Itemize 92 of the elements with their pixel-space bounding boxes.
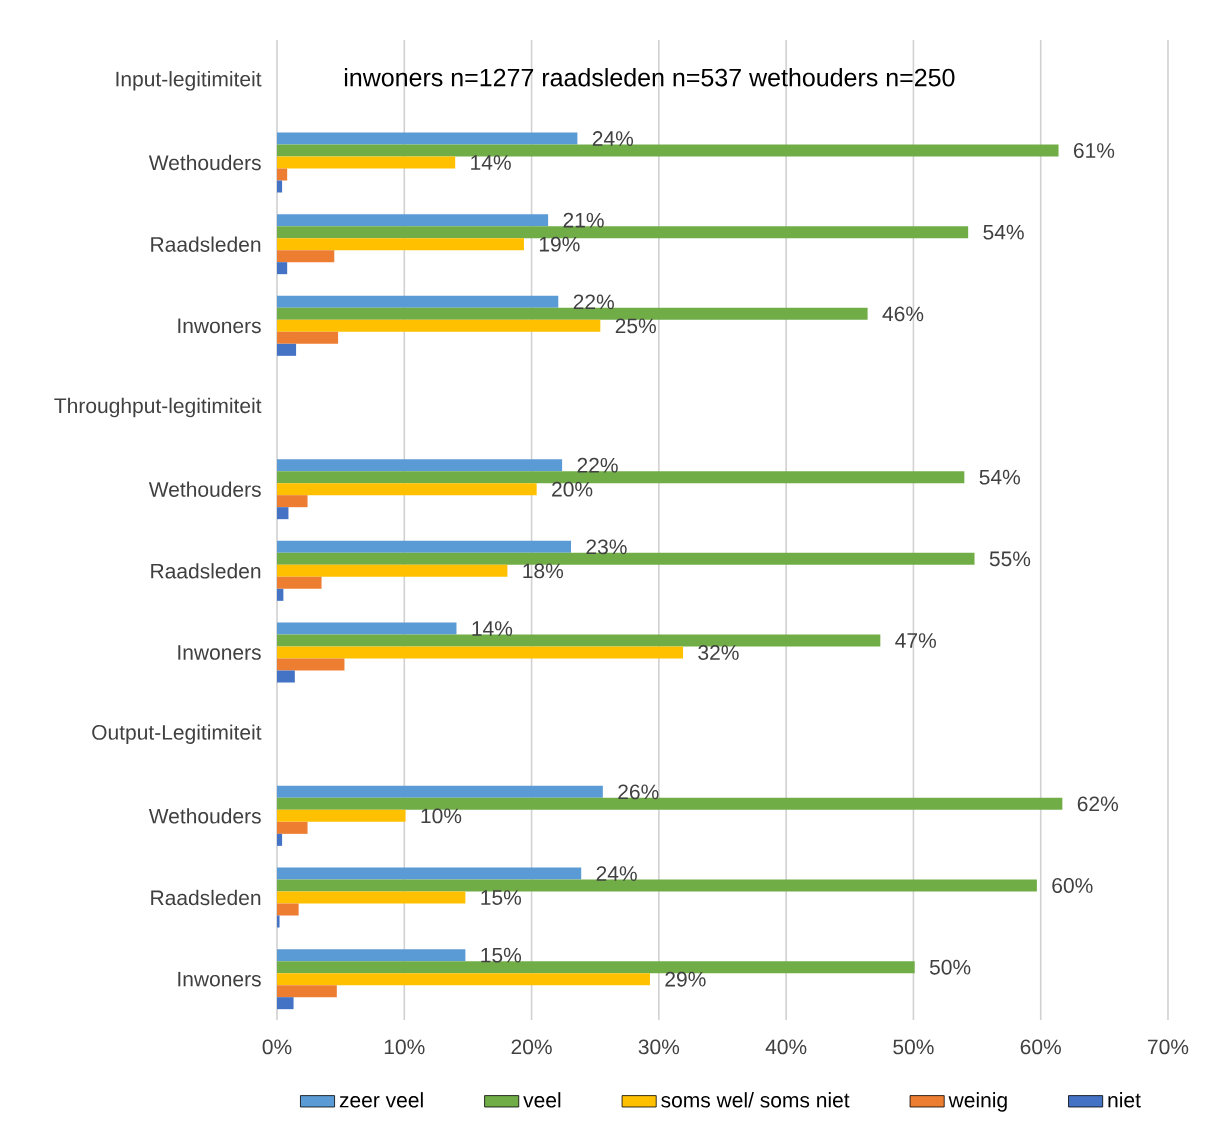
legend-label: soms wel/ soms niet <box>661 1092 850 1108</box>
data-label: 25% <box>615 318 656 334</box>
bar <box>277 949 466 962</box>
y-tick-label: Raadsleden <box>151 889 261 906</box>
legend-label: veel <box>523 1092 561 1108</box>
data-label: 14% <box>471 155 511 170</box>
y-tick-label: Inwoners <box>178 971 261 987</box>
data-label: 61% <box>1074 143 1115 158</box>
data-label: 47% <box>895 633 936 648</box>
data-label: 23% <box>586 539 627 555</box>
legend-label: niet <box>1108 1092 1141 1108</box>
bar <box>277 985 337 998</box>
bar <box>277 156 456 169</box>
data-label: 21% <box>563 212 604 228</box>
data-label: 15% <box>481 947 522 963</box>
y-tick-label: Inwoners <box>178 645 261 660</box>
y-tick-label: Raadsleden <box>151 563 261 579</box>
bar <box>277 250 335 263</box>
data-label: 55% <box>989 551 1031 567</box>
bar <box>277 343 297 356</box>
bar <box>277 785 603 798</box>
y-tick-label: Inwoners <box>178 318 261 334</box>
legend-label: zeer veel <box>339 1092 423 1108</box>
bar <box>277 809 406 822</box>
data-label: 18% <box>523 563 564 579</box>
bar <box>277 821 308 834</box>
x-tick-label: 30% <box>638 1039 680 1055</box>
bar <box>277 588 284 601</box>
bar <box>277 867 582 880</box>
x-tick-label: 60% <box>1020 1039 1061 1055</box>
bar <box>277 879 1037 892</box>
bar <box>277 833 283 846</box>
data-label: 46% <box>882 306 924 322</box>
y-tick-label: Wethouders <box>148 154 261 171</box>
bar <box>277 973 650 986</box>
data-label: 22% <box>577 457 618 473</box>
bar <box>277 331 339 344</box>
data-label: 54% <box>979 469 1020 485</box>
y-tick-label: Wethouders <box>148 808 261 824</box>
bar <box>277 168 288 181</box>
x-tick-label: 70% <box>1148 1039 1189 1055</box>
bar <box>277 622 457 635</box>
bar <box>277 540 572 553</box>
bar <box>277 507 289 520</box>
bar <box>277 319 601 332</box>
y-tick-label: Input-legitimiteit <box>116 71 262 91</box>
bar <box>277 564 508 577</box>
bar <box>277 483 537 496</box>
bar <box>277 658 345 671</box>
bar <box>277 144 1059 157</box>
annotation: inwoners n=1277 raadsleden n=537 wethouders n=250 <box>344 68 955 87</box>
data-label: 14% <box>472 621 513 636</box>
y-tick-label: Output-Legitimiteit <box>92 724 262 744</box>
bar <box>277 295 559 308</box>
x-tick-label: 40% <box>765 1039 807 1055</box>
bar <box>277 903 299 916</box>
data-label: 60% <box>1052 878 1093 893</box>
x-tick-label: 20% <box>511 1039 552 1055</box>
bar <box>277 891 466 904</box>
data-label: 10% <box>421 808 462 824</box>
data-label: 22% <box>573 294 614 310</box>
bar <box>277 495 308 508</box>
bar <box>277 670 295 683</box>
x-tick-label: 0% <box>262 1039 292 1055</box>
data-label: 19% <box>539 236 580 252</box>
data-label: 24% <box>596 866 637 881</box>
bar <box>277 646 684 659</box>
y-tick-label: Raadsleden <box>151 236 261 252</box>
data-label: 29% <box>665 971 706 987</box>
bar <box>277 915 280 928</box>
bar <box>277 214 549 227</box>
bar <box>277 459 563 472</box>
bar <box>277 180 283 193</box>
data-label: 32% <box>698 645 739 660</box>
data-label: 24% <box>592 131 634 146</box>
data-label: 26% <box>618 784 659 800</box>
bar <box>277 262 288 275</box>
bar <box>277 634 881 647</box>
legend-label: weinig <box>948 1092 1007 1112</box>
bar <box>277 576 322 589</box>
data-label: 20% <box>552 481 593 497</box>
bar <box>277 238 524 251</box>
data-label: 15% <box>481 890 522 905</box>
data-label: 62% <box>1077 796 1119 812</box>
bar <box>277 132 578 145</box>
y-tick-label: Throughput-legitimiteit <box>54 397 262 418</box>
data-label: 54% <box>983 224 1024 240</box>
x-tick-label: 50% <box>893 1039 934 1055</box>
y-tick-label: Wethouders <box>148 481 261 497</box>
data-label: 50% <box>929 959 971 975</box>
bar <box>277 997 294 1010</box>
x-tick-label: 10% <box>384 1039 425 1055</box>
